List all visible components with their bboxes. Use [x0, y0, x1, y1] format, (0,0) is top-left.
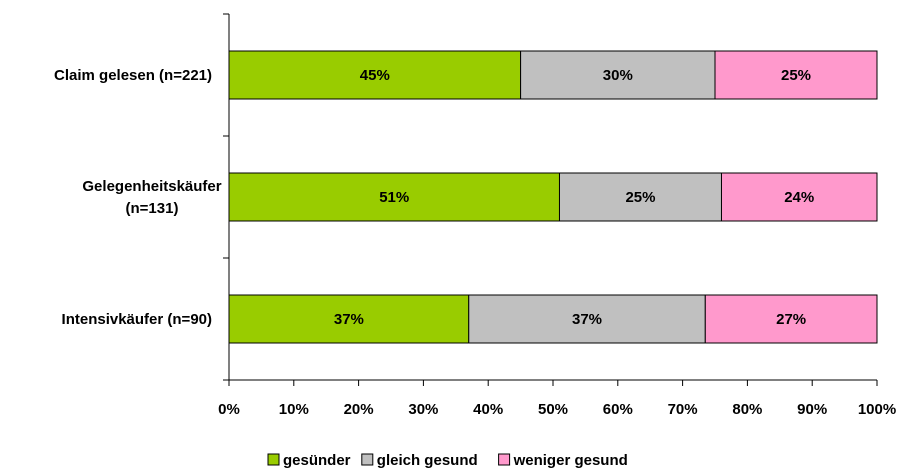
bar-segment	[228, 172, 560, 222]
legend-label: weniger gesund	[513, 452, 628, 469]
data-label: 45%	[360, 67, 390, 84]
bar-segment	[228, 294, 470, 344]
x-tick-label: 50%	[538, 401, 568, 418]
data-label: 27%	[776, 311, 806, 328]
data-label: 37%	[572, 311, 602, 328]
data-label: 37%	[334, 311, 364, 328]
bar-segment	[704, 294, 878, 344]
bar-segment	[468, 294, 706, 344]
legend: gesünder gleich gesund weniger gesund	[267, 452, 628, 469]
data-label: 25%	[781, 67, 811, 84]
bar-segment	[520, 50, 716, 100]
axes-layer	[223, 13, 878, 386]
x-tick-labels: 0% 10% 20% 30% 40% 50% 60% 70% 80% 90% 100%	[218, 401, 896, 418]
legend-label: gleich gesund	[377, 452, 478, 469]
category-label: Claim gelesen (n=221)	[54, 67, 212, 84]
data-label: 25%	[625, 189, 655, 206]
data-label: 51%	[379, 189, 409, 206]
legend-label: gesünder	[283, 452, 351, 469]
x-tick-label: 90%	[797, 401, 827, 418]
bar-segment	[714, 50, 878, 100]
bar-segment	[228, 50, 522, 100]
legend-swatch	[267, 453, 280, 466]
category-labels: Claim gelesen (n=221) Gelegenheitskäufer(…	[54, 67, 222, 328]
bar-segment	[720, 172, 878, 222]
x-tick-label: 100%	[858, 401, 896, 418]
bars-layer: 45% 30% 25% 51% 25% 24% 37% 37% 27%	[228, 50, 878, 344]
x-tick-label: 70%	[668, 401, 698, 418]
x-tick-label: 40%	[473, 401, 503, 418]
x-tick-label: 30%	[408, 401, 438, 418]
category-label: Intensivkäufer (n=90)	[62, 311, 212, 328]
bar-segment	[558, 172, 722, 222]
data-label: 24%	[784, 189, 814, 206]
data-label: 30%	[603, 67, 633, 84]
x-tick-label: 20%	[344, 401, 374, 418]
legend-swatch	[498, 453, 511, 466]
legend-swatch	[361, 453, 374, 466]
x-tick-label: 10%	[279, 401, 309, 418]
x-tick-label: 60%	[603, 401, 633, 418]
category-label: Gelegenheitskäufer (n=131)	[82, 178, 221, 217]
x-tick-label: 80%	[732, 401, 762, 418]
x-tick-label: 0%	[218, 401, 240, 418]
